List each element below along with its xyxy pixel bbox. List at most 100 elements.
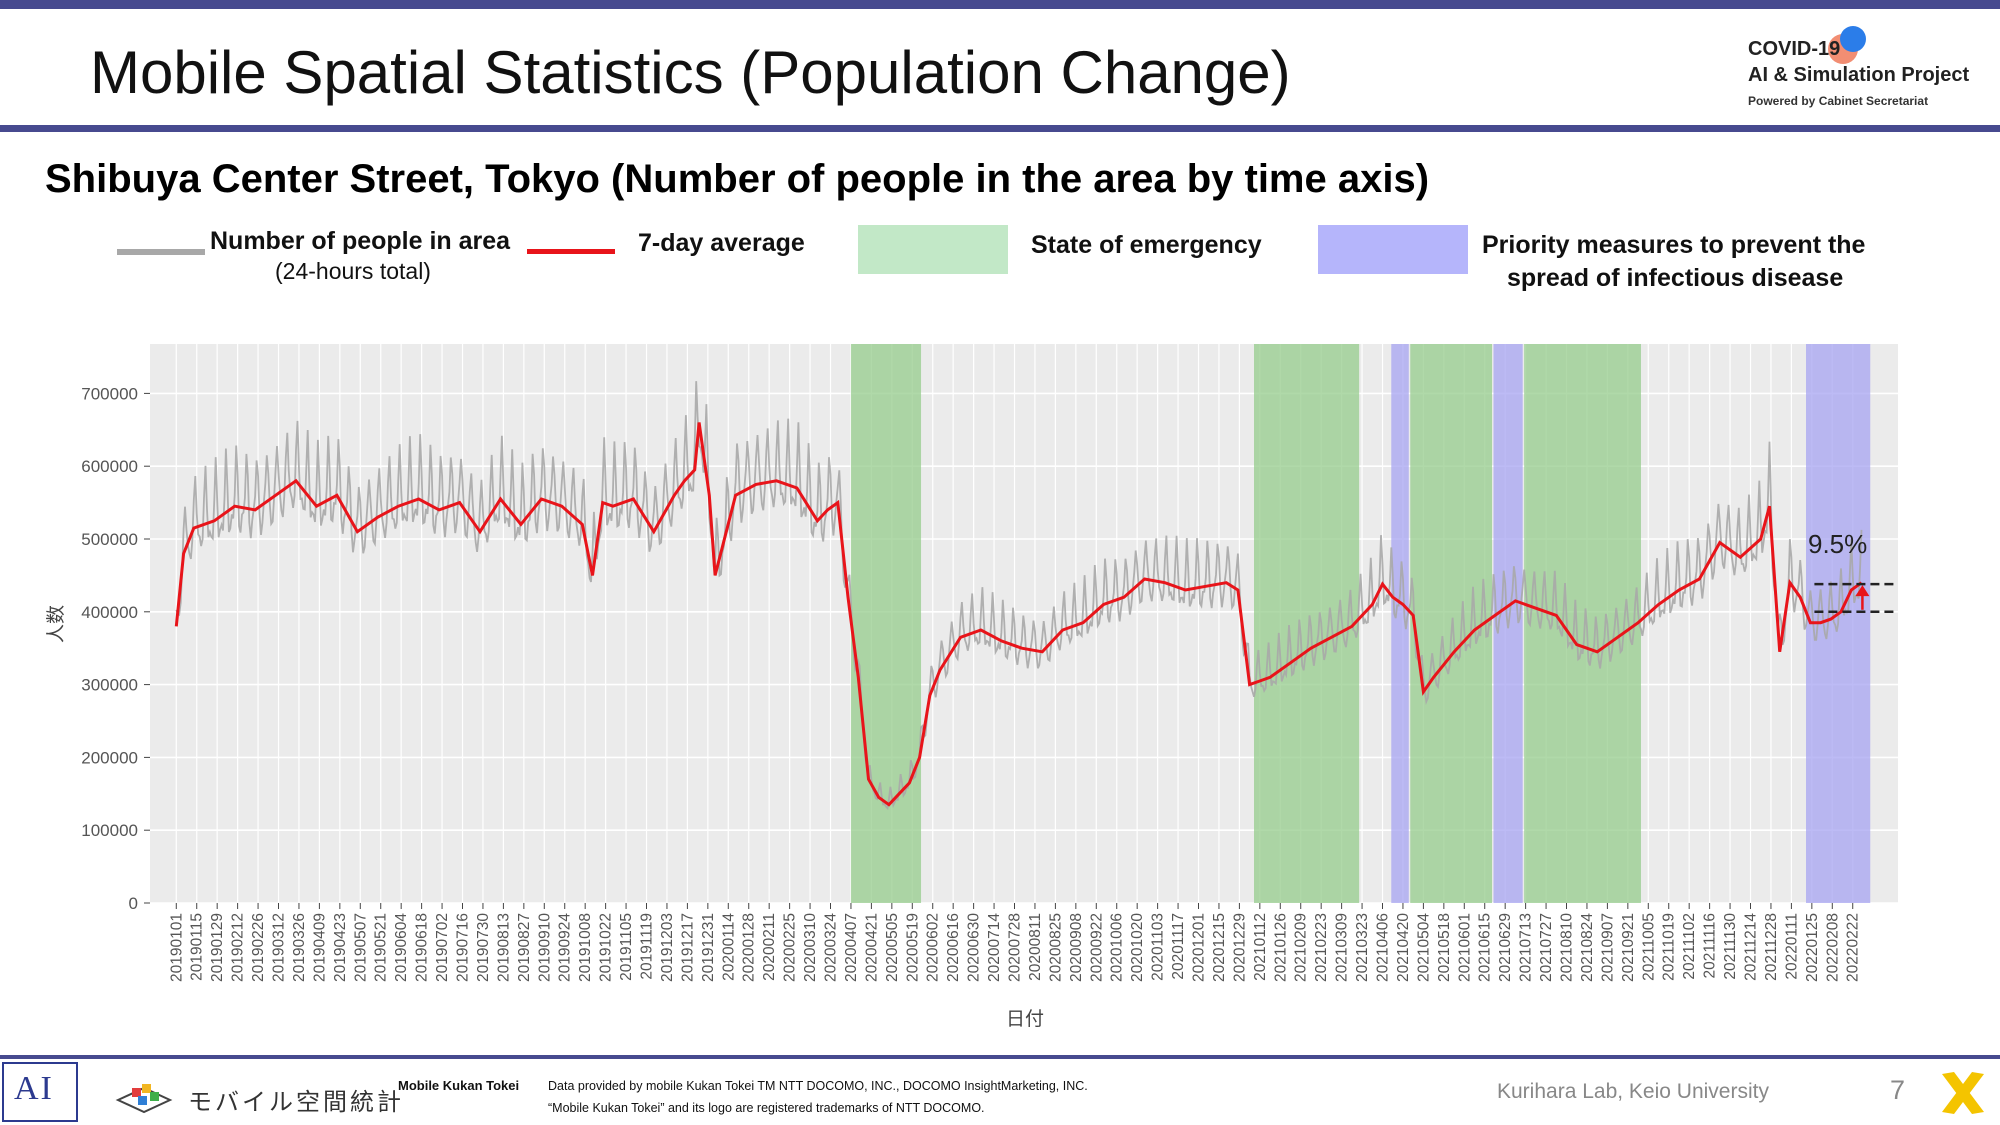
y-tick-label: 0	[129, 894, 138, 913]
x-tick-label: 20210629	[1497, 913, 1514, 982]
x-tick-label: 20190129	[209, 913, 226, 982]
x-tick-label: 20201103	[1150, 913, 1167, 981]
x-tick-label: 20210406	[1375, 913, 1392, 982]
x-tick-label: 20201006	[1109, 913, 1126, 982]
y-tick-label: 400000	[81, 603, 138, 622]
x-tick-label: 20201201	[1191, 913, 1208, 982]
page-number: 7	[1890, 1075, 1906, 1105]
x-tick-label: 20191022	[598, 913, 615, 982]
x-tick-label: 20210126	[1272, 913, 1289, 982]
x-tick-label: 20190226	[250, 913, 267, 982]
x-tick-label: 20210824	[1579, 913, 1596, 982]
x-tick-label: 20190312	[271, 913, 288, 982]
x-tick-label: 20190924	[557, 913, 574, 982]
top-band	[0, 0, 2000, 9]
x-tick-label: 20191119	[639, 913, 656, 980]
emergency-period-band	[1410, 344, 1493, 903]
x-tick-label: 20190702	[434, 913, 451, 982]
x-tick-label: 20200114	[720, 913, 737, 981]
x-tick-label: 20200211	[761, 913, 778, 981]
footer-divider	[0, 1055, 2000, 1059]
x-tick-label: 20211130	[1722, 913, 1739, 980]
y-tick-label: 200000	[81, 748, 138, 767]
x-tick-label: 20200908	[1068, 913, 1085, 982]
x-tick-label: 20201117	[1170, 913, 1187, 980]
x-tick-label: 20210713	[1518, 913, 1535, 982]
y-tick-label: 300000	[81, 676, 138, 695]
x-tick-label: 20210420	[1395, 913, 1412, 982]
x-tick-label: 20201215	[1211, 913, 1228, 982]
x-tick-label: 20220125	[1804, 913, 1821, 982]
x-tick-label: 20191008	[577, 913, 594, 982]
x-tick-label: 20200310	[802, 913, 819, 982]
x-tick-label: 20211228	[1763, 913, 1780, 981]
annotation-arrow-head-icon	[1855, 585, 1870, 597]
seven-day-average-line	[174, 422, 1863, 807]
x-tick-label: 20210209	[1293, 913, 1310, 982]
x-tick-label: 20200811	[1027, 913, 1044, 981]
emergency-period-band	[1254, 344, 1360, 903]
legend-avg-label: 7-day average	[638, 229, 805, 257]
brand-line-3: Powered by Cabinet Secretariat	[1748, 94, 1929, 108]
daily-people-line	[175, 381, 1863, 810]
emergency-period-band	[1524, 344, 1641, 903]
legend-people-sublabel: (24-hours total)	[275, 258, 431, 284]
x-tick-label: 20191203	[659, 913, 676, 982]
legend-emergency-label: State of emergency	[1031, 231, 1262, 259]
mobile-kukan-tokei-cube-icon	[115, 1084, 173, 1114]
x-tick-label: 20220208	[1824, 913, 1841, 982]
x-tick-label: 20210907	[1599, 913, 1616, 982]
x-tick-label: 20210323	[1354, 913, 1371, 982]
x-tick-label: 20211214	[1743, 913, 1760, 981]
x-tick-label: 20201229	[1231, 913, 1248, 982]
slide-title: Mobile Spatial Statistics (Population Ch…	[90, 39, 1291, 106]
legend-priority-label-2: spread of infectious disease	[1507, 264, 1844, 292]
x-tick-label: 20190813	[495, 913, 512, 982]
x-tick-label: 20200616	[945, 913, 962, 982]
x-tick-label: 20210112	[1252, 913, 1269, 981]
x-tick-label: 20190101	[168, 913, 185, 982]
x-tick-label: 20190618	[414, 913, 431, 982]
x-tick-label: 20220222	[1845, 913, 1862, 982]
x-tick-label: 20190423	[332, 913, 349, 982]
x-tick-label: 20190115	[189, 913, 206, 981]
x-tick-label: 20190212	[230, 913, 247, 982]
y-tick-label: 700000	[81, 384, 138, 403]
credit-line-2: “Mobile Kukan Tokei” and its logo are re…	[548, 1101, 985, 1115]
x-tick-label: 20210727	[1538, 913, 1555, 982]
brand-line-1: COVID-19	[1748, 38, 1841, 60]
y-tick-label: 600000	[81, 457, 138, 476]
x-tick-label: 20210615	[1477, 913, 1494, 982]
brand-line-2: AI & Simulation Project	[1748, 64, 1970, 86]
x-tick-label: 20200128	[741, 913, 758, 982]
x-axis-title: 日付	[1006, 1008, 1044, 1030]
priority-measures-band	[1391, 344, 1409, 903]
x-tick-label: 20200505	[884, 913, 901, 982]
x-mark-logo	[1942, 1072, 1984, 1114]
legend-priority-label-1: Priority measures to prevent the	[1482, 231, 1866, 259]
x-tick-label: 20211005	[1640, 913, 1657, 981]
x-tick-label: 20200714	[986, 913, 1003, 982]
x-tick-label: 20211116	[1702, 913, 1719, 979]
x-tick-label: 20190409	[311, 913, 328, 982]
x-tick-label: 20210223	[1313, 913, 1330, 982]
x-tick-label: 20200922	[1088, 913, 1105, 982]
x-tick-label: 20200407	[843, 913, 860, 982]
x-tick-label: 20200602	[925, 913, 942, 982]
x-tick-label: 20210601	[1456, 913, 1473, 982]
header-divider	[0, 125, 2000, 132]
x-tick-label: 20210504	[1415, 913, 1432, 982]
x-tick-label: 20211102	[1681, 913, 1698, 980]
credit-line-1: Data provided by mobile Kukan Tokei TM N…	[548, 1079, 1088, 1093]
x-tick-label: 20200324	[823, 913, 840, 982]
x-tick-label: 20190507	[352, 913, 369, 982]
x-tick-label: 20190716	[455, 913, 472, 982]
x-tick-label: 20200630	[966, 913, 983, 982]
x-tick-label: 20210309	[1334, 913, 1351, 982]
x-tick-label: 20190827	[516, 913, 533, 982]
x-tick-label: 20200825	[1047, 913, 1064, 982]
brand-blue-dot-icon	[1840, 26, 1866, 52]
chart-title: Shibuya Center Street, Tokyo (Number of …	[45, 157, 1430, 201]
legend-daily-line-swatch	[117, 249, 205, 255]
annotation-label: 9.5%	[1808, 529, 1867, 559]
